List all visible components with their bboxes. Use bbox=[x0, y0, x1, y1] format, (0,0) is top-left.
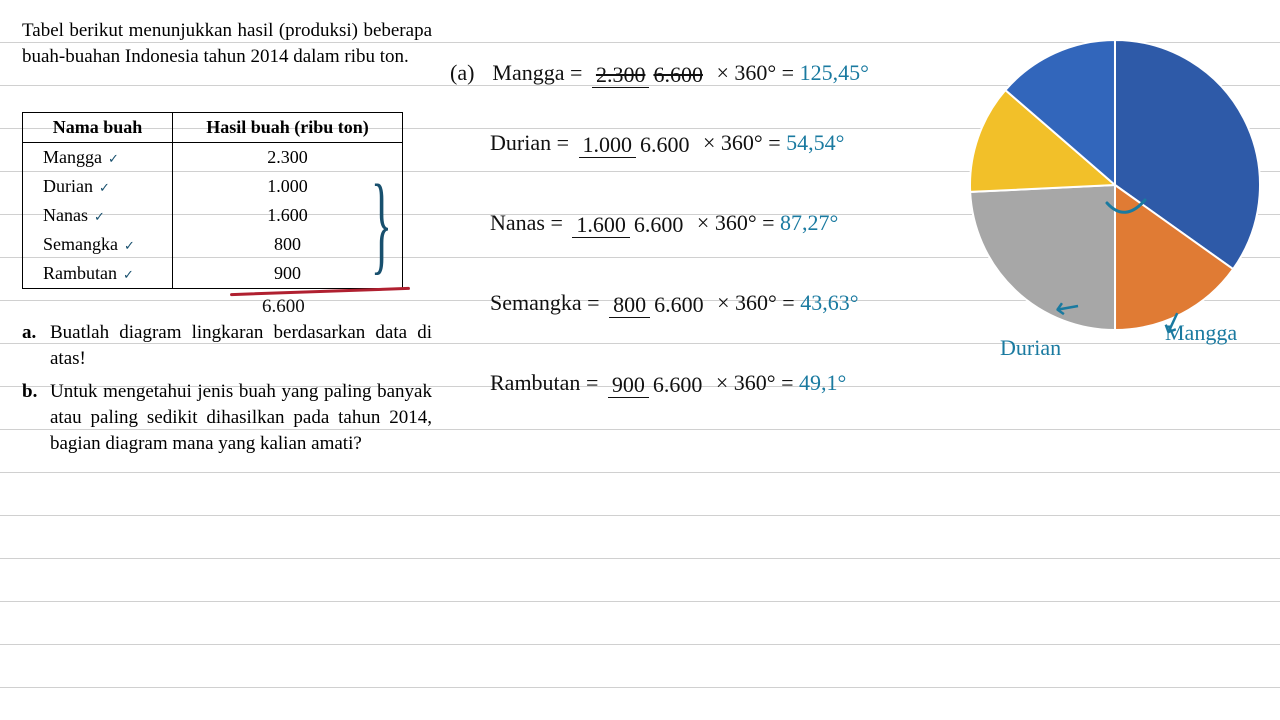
table-row: Nanas✓1.600 bbox=[23, 201, 403, 230]
question-a-text: Buatlah diagram lingkaran berdasarkan da… bbox=[50, 320, 432, 371]
check-icon: ✓ bbox=[94, 209, 105, 224]
brace-icon: } bbox=[371, 160, 392, 287]
table-row: Durian✓1.000 bbox=[23, 172, 403, 201]
question-b-label: b. bbox=[22, 379, 50, 456]
calc-line: (a)Mangga = 2.3006.600 × 360° = 125,45° bbox=[450, 60, 869, 87]
question-list: a. Buatlah diagram lingkaran berdasarkan… bbox=[22, 320, 432, 464]
table-row: Rambutan✓900 bbox=[23, 259, 403, 289]
problem-intro: Tabel berikut menunjukkan hasil (produks… bbox=[22, 18, 432, 69]
pie-label-mangga: Mangga bbox=[1165, 320, 1237, 346]
pie-slice bbox=[970, 185, 1115, 330]
pie-label-durian: Durian bbox=[1000, 335, 1061, 361]
table-row: Mangga✓2.300 bbox=[23, 143, 403, 173]
table-row: Semangka✓800 bbox=[23, 230, 403, 259]
check-icon: ✓ bbox=[99, 180, 110, 195]
calc-line: Nanas = 1.6006.600 × 360° = 87,27° bbox=[450, 210, 838, 237]
question-b-text: Untuk mengetahui jenis buah yang paling … bbox=[50, 379, 432, 456]
pie-chart bbox=[965, 35, 1265, 340]
table-header-value: Hasil buah (ribu ton) bbox=[173, 113, 403, 143]
calc-line: Semangka = 8006.600 × 360° = 43,63° bbox=[450, 290, 859, 317]
question-a-label: a. bbox=[22, 320, 50, 371]
check-icon: ✓ bbox=[124, 238, 135, 253]
calc-line: Durian = 1.0006.600 × 360° = 54,54° bbox=[450, 130, 844, 157]
fruit-table: Nama buah Hasil buah (ribu ton) Mangga✓2… bbox=[22, 112, 403, 289]
check-icon: ✓ bbox=[108, 151, 119, 166]
table-header-name: Nama buah bbox=[23, 113, 173, 143]
handwritten-total: 6.600 bbox=[262, 296, 305, 318]
calc-line: Rambutan = 9006.600 × 360° = 49,1° bbox=[450, 370, 846, 397]
check-icon: ✓ bbox=[123, 267, 134, 282]
